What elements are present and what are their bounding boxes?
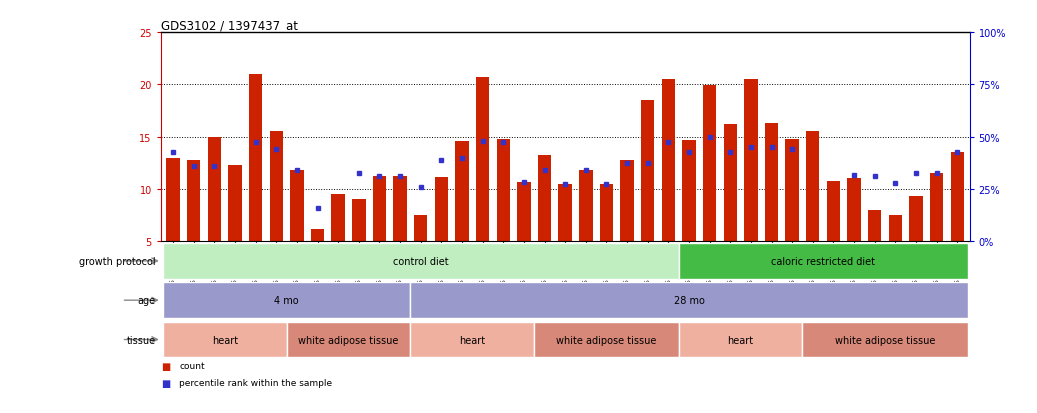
Bar — [678, 322, 803, 357]
Bar — [745, 80, 758, 242]
Bar — [538, 156, 552, 242]
Bar — [166, 158, 179, 242]
Bar — [847, 179, 861, 242]
Bar — [393, 177, 407, 242]
Bar — [163, 283, 411, 318]
Bar — [476, 78, 489, 242]
Bar — [889, 216, 902, 242]
Bar — [372, 177, 386, 242]
Text: control diet: control diet — [393, 256, 449, 266]
Bar — [909, 197, 923, 242]
Text: heart: heart — [459, 335, 485, 345]
Bar — [785, 140, 798, 242]
Bar — [311, 229, 325, 242]
Text: 28 mo: 28 mo — [674, 295, 704, 306]
Bar — [579, 171, 592, 242]
Bar — [662, 80, 675, 242]
Bar — [826, 181, 840, 242]
Bar — [414, 216, 427, 242]
Bar — [411, 283, 968, 318]
Bar — [534, 322, 678, 357]
Bar — [868, 210, 881, 242]
Text: ■: ■ — [161, 361, 170, 371]
Text: caloric restricted diet: caloric restricted diet — [772, 256, 875, 266]
Bar — [682, 140, 696, 242]
Bar — [724, 125, 737, 242]
Bar — [332, 195, 345, 242]
Bar — [353, 200, 365, 242]
Bar — [249, 75, 262, 242]
Text: 4 mo: 4 mo — [275, 295, 299, 306]
Text: ■: ■ — [161, 378, 170, 388]
Bar — [803, 322, 968, 357]
Bar — [228, 166, 242, 242]
Bar — [703, 86, 717, 242]
Text: white adipose tissue: white adipose tissue — [835, 335, 935, 345]
Text: age: age — [138, 295, 156, 306]
Bar — [187, 160, 200, 242]
Text: GDS3102 / 1397437_at: GDS3102 / 1397437_at — [161, 19, 298, 32]
Bar — [290, 171, 304, 242]
Bar — [559, 184, 571, 242]
Bar — [806, 132, 819, 242]
Bar — [455, 142, 469, 242]
Bar — [497, 140, 510, 242]
Bar — [678, 244, 968, 279]
Text: heart: heart — [728, 335, 754, 345]
Text: growth protocol: growth protocol — [79, 256, 156, 266]
Text: tissue: tissue — [127, 335, 156, 345]
Bar — [411, 322, 534, 357]
Bar — [435, 178, 448, 242]
Bar — [930, 174, 944, 242]
Bar — [270, 132, 283, 242]
Bar — [163, 322, 286, 357]
Bar — [163, 244, 678, 279]
Text: white adipose tissue: white adipose tissue — [556, 335, 656, 345]
Bar — [641, 101, 654, 242]
Bar — [765, 124, 778, 242]
Bar — [286, 322, 411, 357]
Text: count: count — [179, 361, 205, 370]
Bar — [207, 137, 221, 242]
Bar — [620, 160, 634, 242]
Bar — [517, 182, 531, 242]
Text: white adipose tissue: white adipose tissue — [299, 335, 398, 345]
Bar — [951, 153, 964, 242]
Text: heart: heart — [212, 335, 237, 345]
Text: percentile rank within the sample: percentile rank within the sample — [179, 378, 333, 387]
Bar — [599, 184, 613, 242]
